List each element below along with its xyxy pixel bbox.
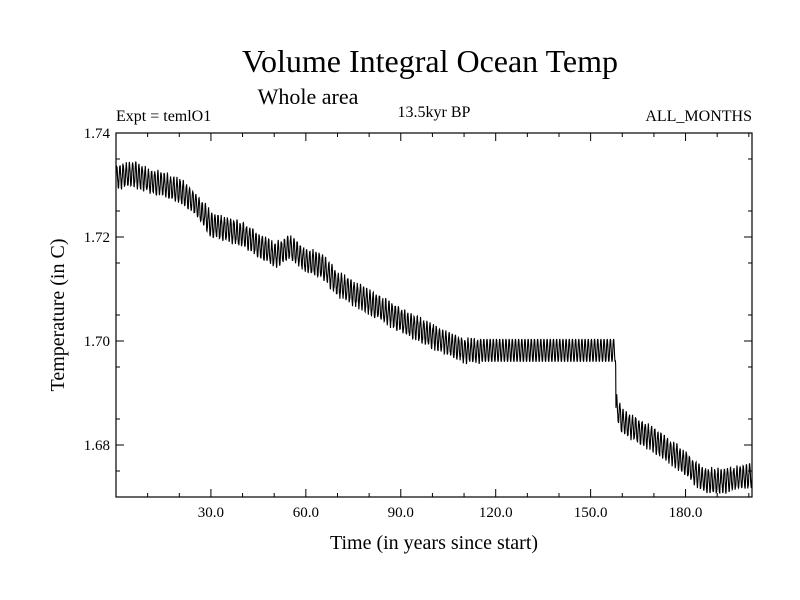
x-tick-label: 30.0 [198, 505, 224, 521]
y-tick-label: 1.68 [84, 438, 110, 454]
y-axis-label: Temperature (in C) [47, 239, 69, 392]
x-tick-label: 90.0 [388, 505, 414, 521]
x-axis-label: Time (in years since start) [330, 532, 538, 554]
y-tick-label: 1.72 [84, 230, 110, 246]
x-tick-label: 60.0 [293, 505, 319, 521]
x-tick-label: 120.0 [479, 505, 513, 521]
y-tick-label: 1.70 [84, 334, 110, 350]
chart-subtitle: Whole area [258, 84, 359, 109]
months-label: ALL_MONTHS [645, 108, 752, 125]
experiment-label: Expt = temlO1 [116, 108, 211, 125]
x-tick-label: 180.0 [669, 505, 703, 521]
plot-area: 30.0 60.0 90.0 120.0 150.0 180.0 1.68 1.70 1.72 1… [84, 126, 753, 521]
series-line [115, 161, 753, 494]
x-tick-label: 150.0 [574, 505, 608, 521]
y-tick-label: 1.74 [84, 126, 111, 142]
period-label: 13.5kyr BP [398, 104, 471, 121]
chart-title: Volume Integral Ocean Temp [242, 43, 618, 79]
